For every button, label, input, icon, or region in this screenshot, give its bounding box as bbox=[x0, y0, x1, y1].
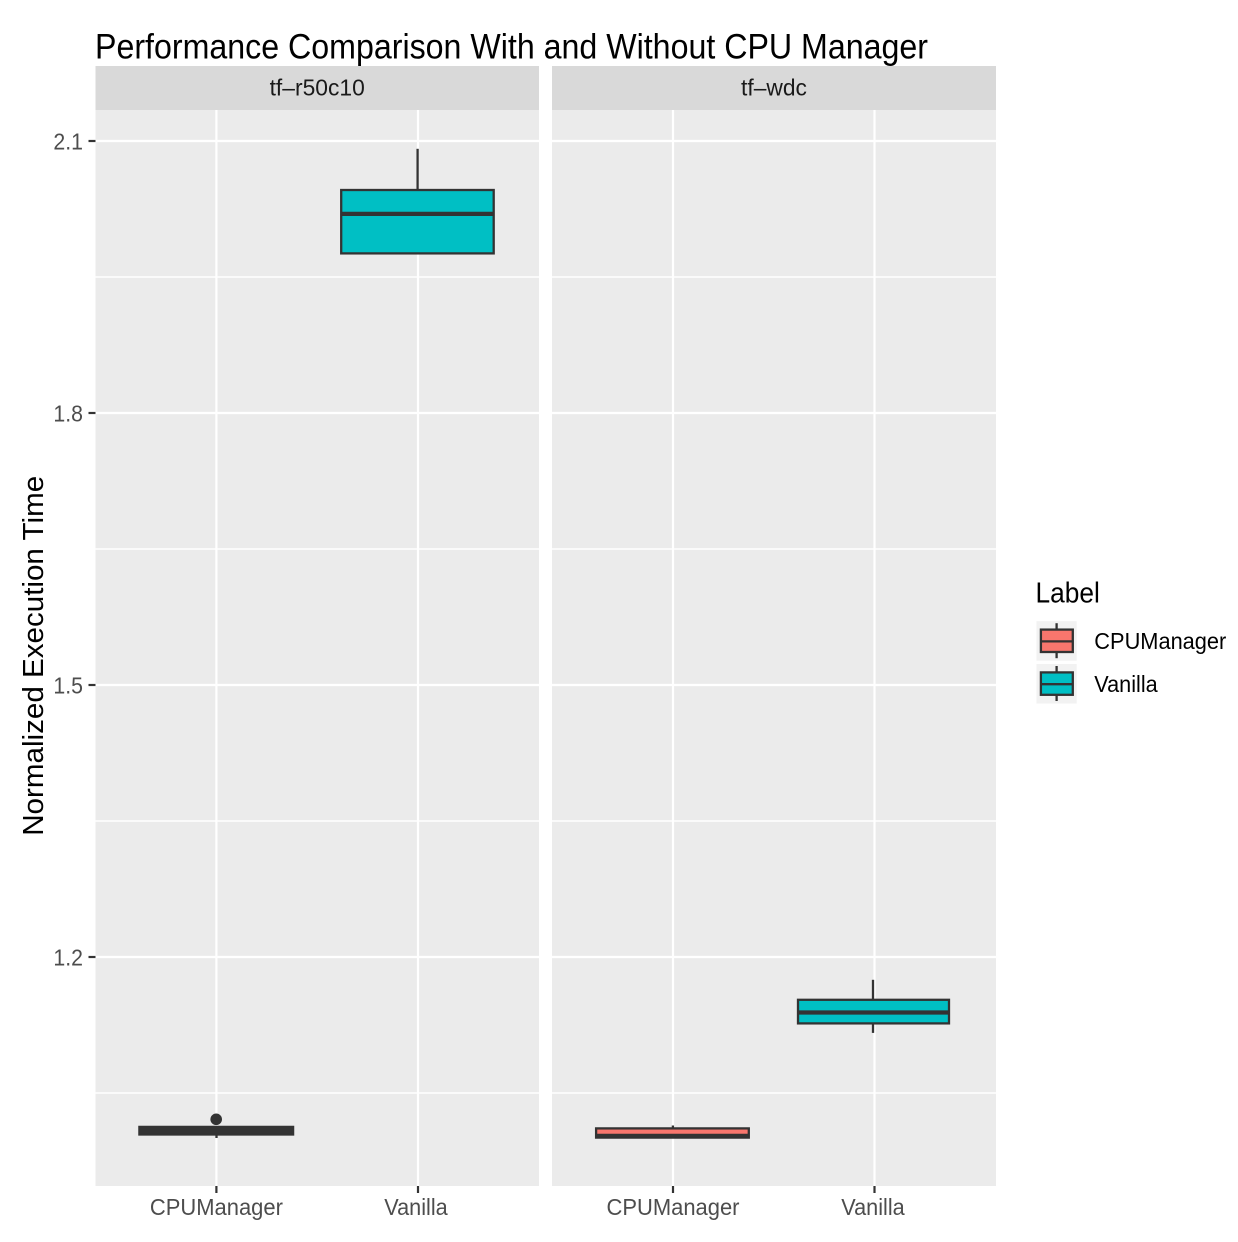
svg-text:1.8: 1.8 bbox=[53, 401, 83, 427]
svg-text:Vanilla: Vanilla bbox=[1094, 671, 1158, 697]
svg-text:2.1: 2.1 bbox=[53, 129, 83, 155]
svg-text:tf–r50c10: tf–r50c10 bbox=[270, 75, 365, 101]
svg-text:1.2: 1.2 bbox=[53, 945, 83, 971]
svg-text:CPUManager: CPUManager bbox=[1094, 628, 1226, 654]
svg-text:1.5: 1.5 bbox=[53, 673, 83, 699]
svg-text:tf–wdc: tf–wdc bbox=[741, 75, 807, 101]
svg-text:Normalized Execution Time: Normalized Execution Time bbox=[18, 476, 50, 836]
svg-text:CPUManager: CPUManager bbox=[150, 1194, 283, 1220]
svg-text:Performance Comparison With an: Performance Comparison With and Without … bbox=[95, 28, 928, 67]
svg-text:Vanilla: Vanilla bbox=[384, 1194, 448, 1220]
svg-text:CPUManager: CPUManager bbox=[607, 1194, 740, 1220]
svg-text:Label: Label bbox=[1036, 578, 1100, 610]
svg-text:Vanilla: Vanilla bbox=[841, 1194, 905, 1220]
